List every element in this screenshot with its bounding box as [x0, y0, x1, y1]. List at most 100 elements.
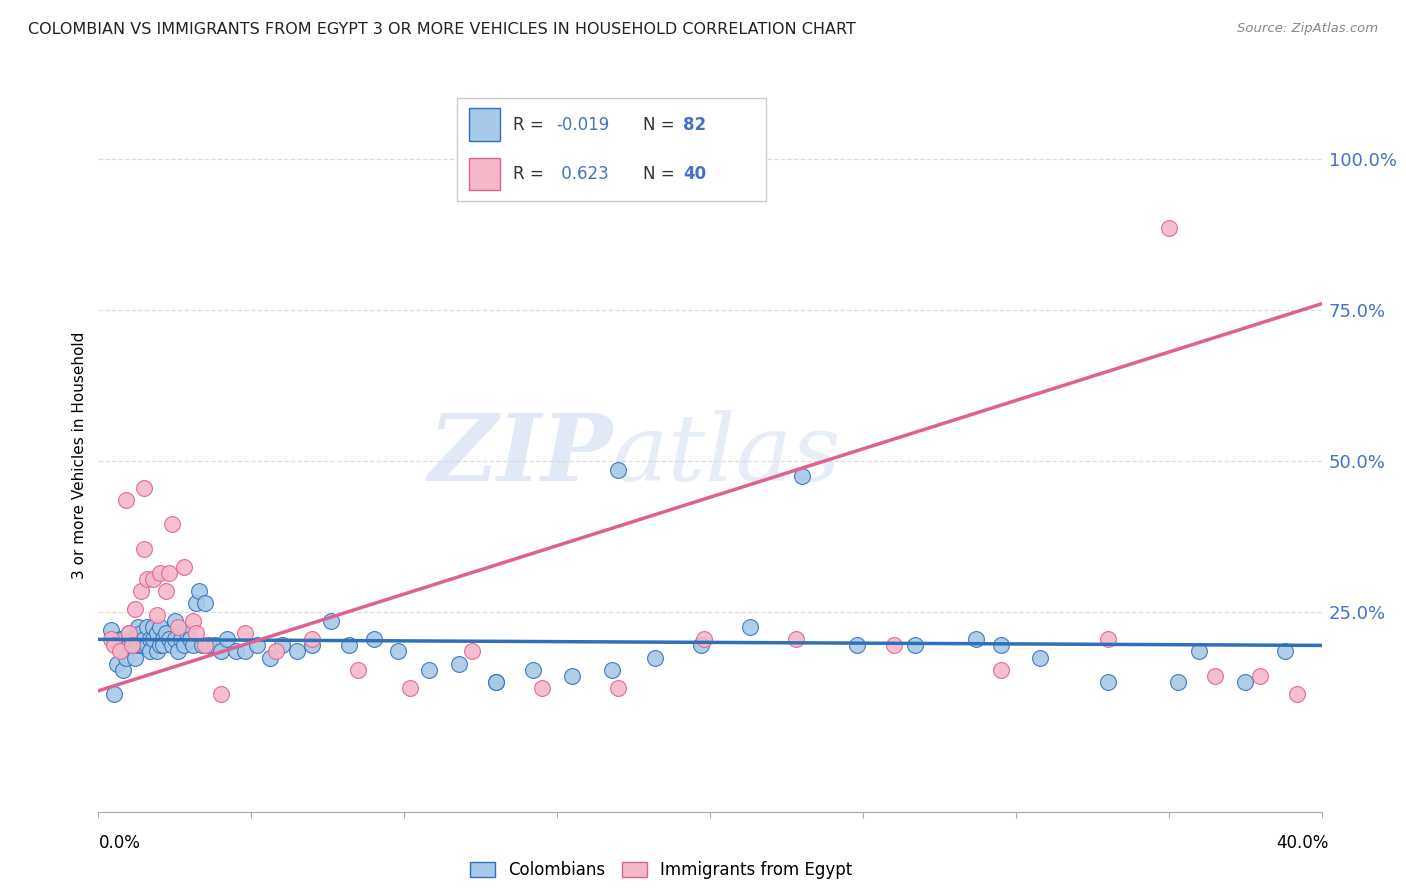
- Point: [449, 657, 471, 671]
- Point: [693, 632, 716, 647]
- Point: [127, 620, 149, 634]
- Point: [134, 639, 156, 653]
- Point: [142, 632, 165, 647]
- Point: [194, 596, 217, 610]
- Point: [186, 626, 208, 640]
- Point: [363, 632, 385, 647]
- Point: [264, 644, 287, 658]
- Point: [115, 650, 138, 665]
- Point: [142, 572, 165, 586]
- Point: [485, 674, 508, 689]
- Point: [1167, 674, 1189, 689]
- Point: [561, 668, 583, 682]
- Point: [990, 663, 1012, 677]
- Text: 0.0%: 0.0%: [98, 834, 141, 852]
- Point: [188, 584, 211, 599]
- Point: [387, 644, 409, 658]
- Point: [160, 517, 183, 532]
- Text: atlas: atlas: [612, 410, 842, 500]
- Point: [115, 493, 138, 508]
- Point: [118, 626, 141, 640]
- Point: [246, 639, 269, 653]
- Point: [197, 639, 219, 653]
- Point: [145, 644, 167, 658]
- Point: [209, 644, 232, 658]
- Point: [1188, 644, 1211, 658]
- Point: [100, 632, 122, 647]
- Point: [134, 481, 156, 495]
- Point: [139, 644, 162, 658]
- Point: [121, 639, 143, 653]
- Point: [134, 541, 156, 556]
- Point: [209, 687, 232, 701]
- Point: [118, 639, 141, 653]
- Point: [124, 650, 146, 665]
- Text: -0.019: -0.019: [555, 116, 609, 134]
- Point: [163, 614, 186, 628]
- Point: [259, 650, 281, 665]
- Point: [100, 624, 122, 638]
- Text: ZIP: ZIP: [427, 410, 612, 500]
- Point: [233, 626, 256, 640]
- Point: [124, 632, 146, 647]
- Text: R =: R =: [513, 116, 548, 134]
- Point: [181, 639, 204, 653]
- Point: [149, 566, 172, 580]
- Point: [1097, 632, 1119, 647]
- Point: [142, 620, 165, 634]
- Point: [152, 632, 174, 647]
- Point: [118, 626, 141, 640]
- Point: [103, 639, 125, 653]
- Point: [530, 681, 553, 695]
- Point: [990, 639, 1012, 653]
- Point: [176, 626, 198, 640]
- Point: [191, 639, 214, 653]
- Point: [738, 620, 761, 634]
- Point: [152, 639, 174, 653]
- Point: [270, 639, 292, 653]
- Point: [1234, 674, 1257, 689]
- Y-axis label: 3 or more Vehicles in Household: 3 or more Vehicles in Household: [72, 331, 87, 579]
- Point: [167, 644, 190, 658]
- Text: 40: 40: [683, 165, 706, 183]
- Point: [124, 602, 146, 616]
- Point: [134, 632, 156, 647]
- Text: N =: N =: [643, 165, 679, 183]
- Point: [103, 687, 125, 701]
- Point: [108, 644, 131, 658]
- Point: [129, 584, 152, 599]
- Text: Source: ZipAtlas.com: Source: ZipAtlas.com: [1237, 22, 1378, 36]
- Point: [111, 632, 134, 647]
- Point: [155, 626, 177, 640]
- Point: [215, 632, 238, 647]
- Point: [105, 657, 128, 671]
- Text: 0.623: 0.623: [555, 165, 609, 183]
- Point: [111, 663, 134, 677]
- Point: [607, 463, 630, 477]
- Point: [170, 632, 193, 647]
- Point: [1204, 668, 1226, 682]
- Point: [173, 559, 195, 574]
- Point: [108, 632, 131, 647]
- Point: [145, 608, 167, 623]
- Point: [785, 632, 807, 647]
- Point: [1286, 687, 1309, 701]
- Point: [173, 639, 195, 653]
- Point: [460, 644, 482, 658]
- Point: [136, 572, 159, 586]
- Text: 82: 82: [683, 116, 706, 134]
- Text: 40.0%: 40.0%: [1277, 834, 1329, 852]
- Point: [129, 639, 152, 653]
- Point: [904, 639, 927, 653]
- Point: [607, 681, 630, 695]
- Point: [399, 681, 422, 695]
- Point: [644, 650, 666, 665]
- Point: [1274, 644, 1296, 658]
- Point: [149, 639, 172, 653]
- Point: [129, 626, 152, 640]
- Point: [136, 639, 159, 653]
- Bar: [470, 158, 501, 190]
- Point: [1097, 674, 1119, 689]
- Point: [1249, 668, 1271, 682]
- Text: N =: N =: [643, 116, 679, 134]
